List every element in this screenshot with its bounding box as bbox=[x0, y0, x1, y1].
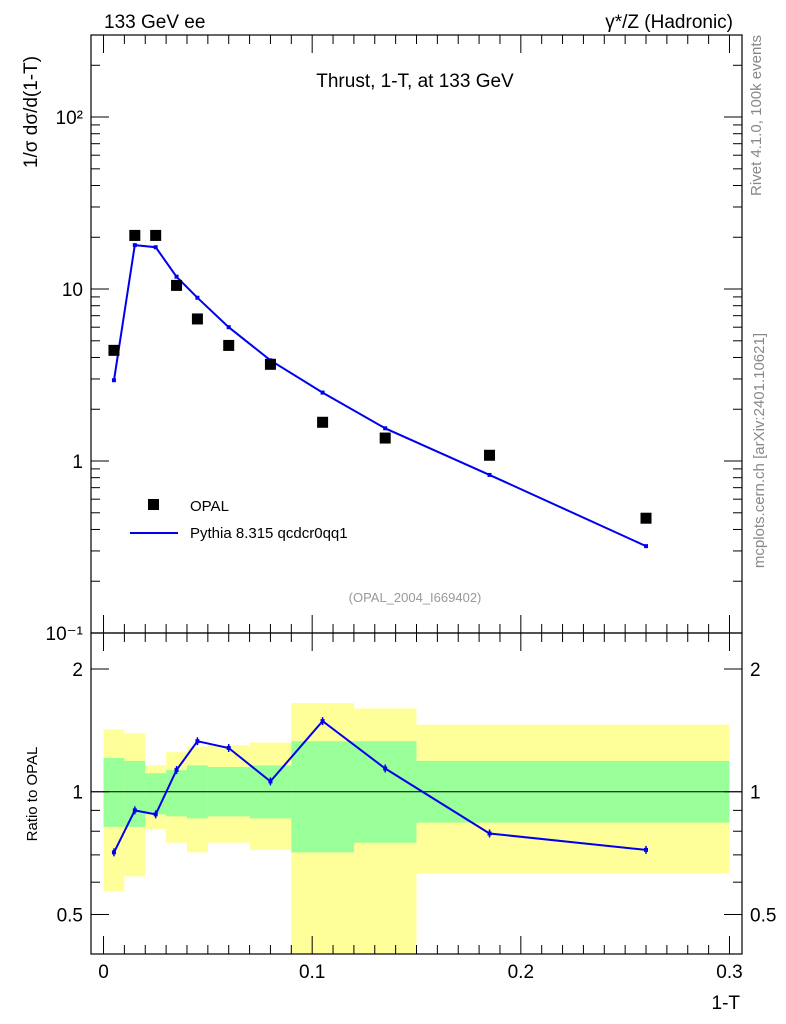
legend-data-marker bbox=[148, 499, 159, 510]
header-left: 133 GeV ee bbox=[104, 12, 205, 33]
main-panel: 10⁻¹ 1 10 10² Thrust, 1-T, at 133 GeV (OPAL… bbox=[21, 34, 743, 645]
mcplots-label: mcplots.cern.ch [arXiv:2401.10621] bbox=[751, 333, 768, 568]
ratio-point bbox=[226, 745, 231, 750]
mc-point bbox=[132, 243, 137, 248]
mc-point bbox=[195, 295, 200, 300]
mc-point bbox=[174, 274, 179, 279]
data-point bbox=[191, 313, 203, 325]
analysis-watermark: (OPAL_2004_I669402) bbox=[349, 590, 482, 605]
ratio-point bbox=[320, 719, 325, 724]
ratio-point bbox=[153, 812, 158, 817]
ratio-point bbox=[174, 768, 179, 773]
x-tick-label: 0.3 bbox=[716, 962, 742, 983]
mc-point bbox=[383, 426, 388, 431]
mc-point bbox=[487, 472, 492, 477]
legend: OPAL Pythia 8.315 qcdcr0qq1 bbox=[130, 498, 348, 542]
mc-point bbox=[320, 390, 325, 395]
data-point bbox=[129, 229, 141, 241]
ratio-panel: 0.5 0.5 1 1 2 2 0 0.1 0.2 0.3 Ratio to OPAL 1-T bbox=[24, 632, 776, 1014]
uncertainty-band-inner bbox=[291, 741, 354, 853]
ratio-point bbox=[111, 850, 116, 855]
header-right: γ*/Z (Hadronic) bbox=[605, 12, 733, 33]
y-tick-label: 10² bbox=[56, 108, 83, 129]
main-title: Thrust, 1-T, at 133 GeV bbox=[316, 71, 514, 92]
ratio-plot-area bbox=[91, 703, 742, 954]
mc-point bbox=[153, 245, 158, 250]
data-point bbox=[264, 358, 276, 370]
ratio-point bbox=[132, 808, 137, 813]
ratio-y-tick-label-left: 1 bbox=[72, 783, 83, 804]
main-frame bbox=[90, 34, 743, 634]
ratio-ticks: 0.5 0.5 1 1 2 2 0 0.1 0.2 0.3 bbox=[57, 633, 776, 983]
legend-mc-label: Pythia 8.315 qcdcr0qq1 bbox=[190, 525, 348, 542]
ratio-y-tick-label-right: 2 bbox=[750, 660, 761, 681]
uncertainty-band-inner bbox=[124, 760, 146, 827]
main-ticks: 10⁻¹ 1 10 10² bbox=[46, 34, 742, 645]
x-tick-label: 0.1 bbox=[299, 962, 325, 983]
ratio-point bbox=[268, 779, 273, 784]
x-axis-label: 1-T bbox=[712, 993, 741, 1014]
mc-point bbox=[644, 544, 649, 549]
x-tick-label: 0.2 bbox=[508, 962, 534, 983]
ratio-y-tick-label-right: 0.5 bbox=[750, 905, 776, 926]
ratio-y-tick-label-right: 1 bbox=[750, 783, 761, 804]
ratio-point bbox=[487, 831, 492, 836]
ratio-point bbox=[383, 766, 388, 771]
mc-point bbox=[111, 378, 116, 383]
data-point bbox=[379, 432, 391, 444]
data-point bbox=[640, 512, 652, 524]
data-point bbox=[223, 339, 235, 351]
data-point bbox=[317, 416, 329, 428]
rivet-label: Rivet 4.1.0, 100k events bbox=[748, 35, 765, 196]
data-point bbox=[484, 449, 496, 461]
uncertainty-band-inner bbox=[145, 773, 167, 815]
ratio-y-tick-label-left: 0.5 bbox=[57, 905, 83, 926]
mc-point bbox=[226, 325, 231, 330]
legend-data-label: OPAL bbox=[190, 498, 229, 515]
y-tick-label: 1 bbox=[72, 452, 83, 473]
data-point bbox=[171, 279, 183, 291]
ratio-y-axis-label: Ratio to OPAL bbox=[24, 747, 41, 842]
y-tick-label: 10 bbox=[62, 280, 83, 301]
data-point bbox=[150, 229, 162, 241]
ratio-y-tick-label-left: 2 bbox=[72, 660, 83, 681]
y-tick-label: 10⁻¹ bbox=[46, 624, 84, 645]
ratio-point bbox=[195, 739, 200, 744]
main-plot-area bbox=[108, 229, 652, 549]
data-point bbox=[108, 344, 120, 356]
ratio-point bbox=[644, 847, 649, 852]
main-y-axis-label: 1/σ dσ/d(1-T) bbox=[21, 56, 42, 168]
uncertainty-band-inner bbox=[166, 770, 187, 817]
uncertainty-band-inner bbox=[103, 757, 125, 827]
x-tick-label: 0 bbox=[98, 962, 109, 983]
